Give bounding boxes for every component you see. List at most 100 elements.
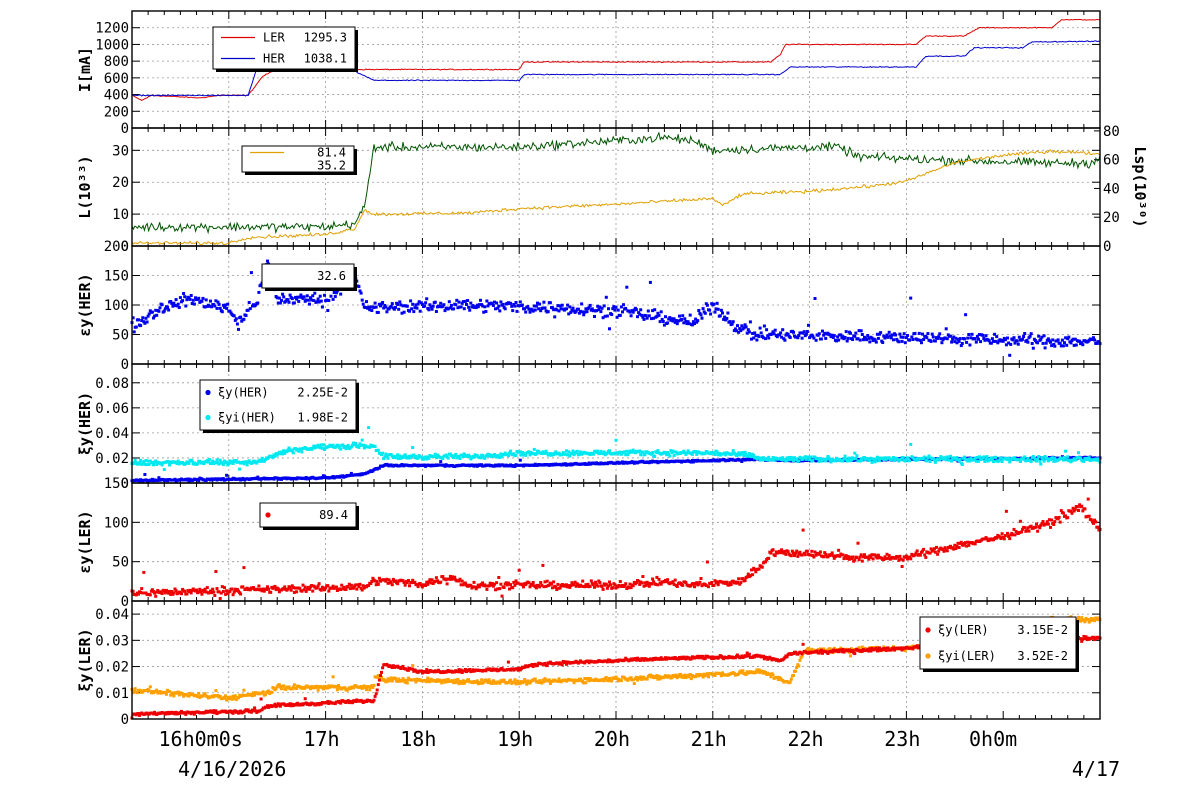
- data-point: [849, 332, 852, 335]
- data-point: [374, 302, 377, 305]
- data-point: [668, 455, 671, 458]
- data-point: [898, 333, 901, 336]
- data-point: [837, 549, 840, 552]
- data-point: [781, 328, 784, 331]
- data-point: [739, 581, 742, 584]
- data-point: [321, 306, 324, 309]
- data-point: [582, 313, 585, 316]
- data-point: [327, 299, 330, 302]
- data-point: [898, 555, 901, 558]
- ytick-label: 100: [104, 515, 129, 531]
- data-point: [293, 683, 296, 686]
- ytick-label: 0.04: [95, 426, 129, 442]
- data-point: [288, 301, 291, 304]
- data-point: [367, 426, 370, 429]
- data-point: [702, 307, 705, 310]
- data-point: [584, 681, 587, 684]
- data-point: [803, 330, 806, 333]
- data-point: [676, 585, 679, 588]
- data-point: [391, 583, 394, 586]
- data-point: [630, 314, 633, 317]
- data-point: [640, 581, 643, 584]
- ytick-label: 0.02: [95, 660, 129, 676]
- data-point: [1066, 516, 1069, 519]
- data-point: [608, 327, 611, 330]
- data-point: [322, 443, 325, 446]
- data-point: [949, 335, 952, 338]
- data-point: [246, 463, 249, 466]
- data-point: [779, 331, 782, 334]
- data-point: [219, 597, 222, 600]
- data-point: [683, 317, 686, 320]
- data-point: [936, 553, 939, 556]
- data-point: [877, 337, 880, 340]
- data-point: [908, 459, 911, 462]
- data-point: [539, 581, 542, 584]
- data-point: [660, 310, 663, 313]
- data-point: [902, 559, 905, 562]
- data-point: [961, 342, 964, 345]
- data-point: [589, 585, 592, 588]
- data-point: [431, 308, 434, 311]
- data-point: [526, 305, 529, 308]
- data-point: [1028, 530, 1031, 533]
- data-point: [940, 341, 943, 344]
- y-axis-label: εy(HER): [76, 273, 94, 336]
- data-point: [237, 328, 240, 331]
- data-point: [1022, 335, 1025, 338]
- data-point: [801, 337, 804, 340]
- data-point: [807, 324, 810, 327]
- data-point: [1093, 339, 1096, 342]
- data-point: [177, 303, 180, 306]
- data-point: [1003, 537, 1006, 540]
- data-point: [737, 577, 740, 580]
- data-point: [261, 457, 264, 460]
- data-point: [538, 303, 541, 306]
- ytick-label: 0: [121, 121, 129, 137]
- data-point: [968, 344, 971, 347]
- data-point: [615, 439, 618, 442]
- data-point: [744, 579, 747, 582]
- data-point: [1021, 338, 1024, 341]
- data-point: [666, 578, 669, 581]
- data-point: [809, 456, 812, 459]
- data-point: [598, 581, 601, 584]
- data-point: [442, 303, 445, 306]
- data-point: [819, 551, 822, 554]
- data-point: [473, 581, 476, 584]
- data-point: [1077, 451, 1080, 454]
- data-point: [804, 553, 807, 556]
- data-point: [1044, 346, 1047, 349]
- data-point: [647, 310, 650, 313]
- data-point: [232, 593, 235, 596]
- data-point: [166, 306, 169, 309]
- data-point: [1045, 342, 1048, 345]
- data-point: [1083, 507, 1086, 510]
- data-point: [1062, 512, 1065, 515]
- data-point: [1023, 332, 1026, 335]
- data-point: [373, 684, 376, 687]
- data-point: [242, 318, 245, 321]
- data-point: [593, 315, 596, 318]
- data-point: [501, 595, 504, 598]
- data-point: [1047, 523, 1050, 526]
- legend-value: 1295.3: [304, 31, 347, 45]
- data-point: [932, 336, 935, 339]
- data-point: [586, 310, 589, 313]
- data-point: [419, 310, 422, 313]
- data-point: [716, 302, 719, 305]
- data-point: [712, 303, 715, 306]
- data-point: [831, 551, 834, 554]
- data-point: [860, 329, 863, 332]
- data-point: [1035, 523, 1038, 526]
- data-point: [872, 557, 875, 560]
- data-point: [513, 305, 516, 308]
- data-point: [404, 584, 407, 587]
- data-point: [1023, 455, 1026, 458]
- data-point: [605, 296, 608, 299]
- data-point: [547, 310, 550, 313]
- data-point: [221, 310, 224, 313]
- panel-p4: 00.020.040.060.08ξy(HER)ξy(HER)2.25E-2ξy…: [76, 364, 1102, 492]
- data-point: [1094, 520, 1097, 523]
